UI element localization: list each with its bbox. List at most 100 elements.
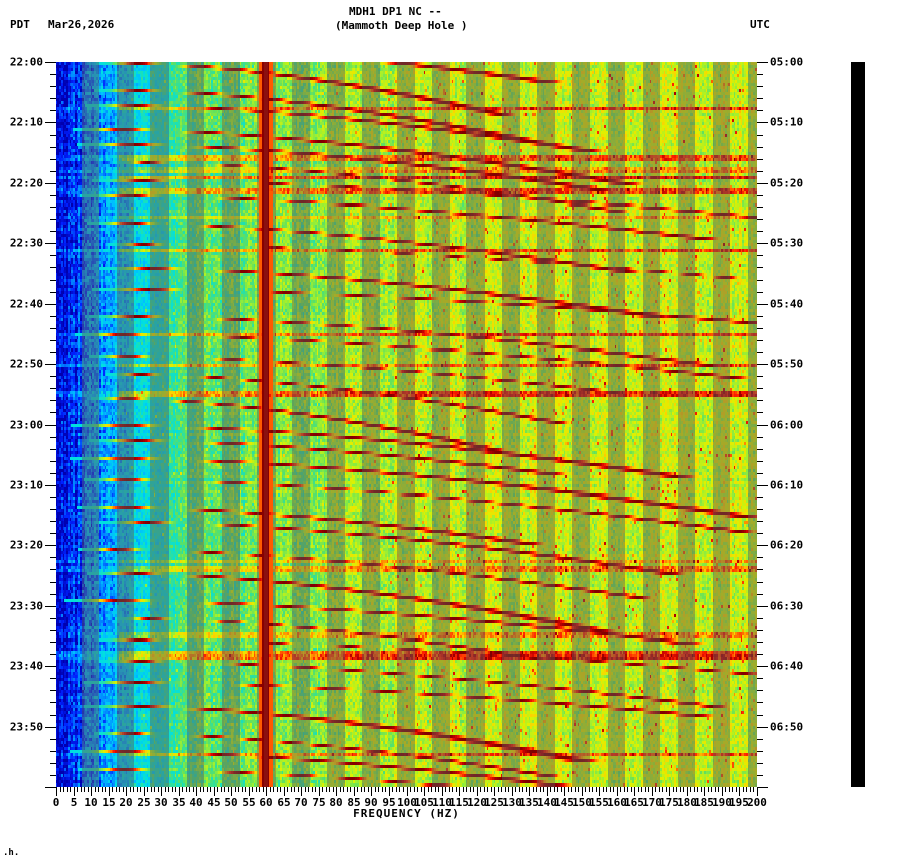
axis-tick bbox=[589, 787, 590, 792]
axis-tick bbox=[757, 654, 763, 655]
axis-tick bbox=[512, 787, 513, 796]
axis-tick bbox=[757, 702, 763, 703]
axis-tick bbox=[757, 775, 763, 776]
frequency-axis-label: 40 bbox=[189, 796, 203, 809]
frequency-axis-label: 30 bbox=[154, 796, 168, 809]
axis-tick bbox=[182, 787, 183, 792]
frequency-axis-label: 25 bbox=[137, 796, 151, 809]
axis-tick bbox=[333, 787, 334, 792]
axis-tick bbox=[438, 787, 439, 792]
local-time-axis-label: 23:40 bbox=[9, 659, 43, 673]
axis-tick bbox=[697, 787, 698, 792]
axis-tick bbox=[547, 787, 548, 796]
axis-tick bbox=[231, 787, 232, 796]
axis-tick bbox=[718, 787, 719, 792]
axis-tick bbox=[50, 207, 56, 208]
axis-tick bbox=[711, 787, 712, 792]
axis-tick bbox=[50, 147, 56, 148]
axis-tick bbox=[50, 280, 56, 281]
axis-tick bbox=[112, 787, 113, 792]
axis-tick bbox=[487, 787, 488, 792]
utc-time-axis-label: 05:40 bbox=[770, 297, 804, 311]
frequency-axis-label: 65 bbox=[277, 796, 291, 809]
local-time-axis-label: 23:10 bbox=[9, 478, 43, 492]
axis-tick bbox=[50, 594, 56, 595]
axis-tick bbox=[757, 666, 768, 667]
axis-tick bbox=[45, 183, 56, 184]
axis-tick bbox=[757, 147, 763, 148]
axis-tick bbox=[606, 787, 607, 792]
axis-tick bbox=[50, 292, 56, 293]
axis-tick bbox=[757, 74, 763, 75]
axis-tick bbox=[50, 569, 56, 570]
axis-tick bbox=[641, 787, 642, 792]
axis-tick bbox=[70, 787, 71, 792]
axis-tick bbox=[301, 787, 302, 796]
axis-tick bbox=[252, 787, 253, 792]
axis-tick bbox=[50, 231, 56, 232]
axis-tick bbox=[529, 787, 530, 796]
axis-tick bbox=[249, 787, 250, 796]
axis-tick bbox=[179, 787, 180, 796]
frequency-axis-label: 185 bbox=[694, 796, 714, 809]
axis-tick bbox=[50, 461, 56, 462]
axis-tick bbox=[50, 642, 56, 643]
axis-tick bbox=[757, 231, 763, 232]
axis-tick bbox=[45, 62, 56, 63]
frequency-axis-label: 140 bbox=[537, 796, 557, 809]
frequency-axis-label: 130 bbox=[502, 796, 522, 809]
axis-tick bbox=[256, 787, 257, 792]
axis-tick bbox=[526, 787, 527, 792]
axis-tick bbox=[95, 787, 96, 792]
axis-tick bbox=[347, 787, 348, 792]
frequency-axis-title: FREQUENCY (HZ) bbox=[353, 807, 460, 820]
axis-tick bbox=[470, 787, 471, 792]
axis-tick bbox=[385, 787, 386, 792]
axis-tick bbox=[45, 304, 56, 305]
axis-tick bbox=[50, 449, 56, 450]
frequency-axis-label: 5 bbox=[70, 796, 78, 809]
axis-tick bbox=[753, 787, 754, 792]
axis-tick bbox=[757, 304, 768, 305]
axis-tick bbox=[596, 787, 597, 792]
axis-tick bbox=[669, 787, 670, 796]
axis-tick bbox=[50, 340, 56, 341]
time-axis-local: 22:00 22:10 22:20 22:30 22:40 22:50 23:00 23:10… bbox=[0, 56, 56, 788]
frequency-axis-label: 190 bbox=[712, 796, 732, 809]
frequency-axis-label: 165 bbox=[624, 796, 644, 809]
axis-tick bbox=[757, 787, 758, 796]
axis-tick bbox=[494, 787, 495, 796]
axis-tick bbox=[287, 787, 288, 792]
axis-tick bbox=[648, 787, 649, 792]
header-utc-timezone: UTC bbox=[750, 18, 770, 31]
axis-tick bbox=[757, 594, 763, 595]
axis-tick bbox=[203, 787, 204, 792]
axis-tick bbox=[655, 787, 656, 792]
axis-tick bbox=[757, 86, 763, 87]
axis-tick bbox=[746, 787, 747, 792]
axis-tick bbox=[757, 690, 763, 691]
axis-tick bbox=[221, 787, 222, 792]
axis-tick bbox=[757, 533, 763, 534]
axis-tick bbox=[277, 787, 278, 792]
frequency-axis-label: 85 bbox=[347, 796, 361, 809]
local-time-axis-label: 23:00 bbox=[9, 418, 43, 432]
axis-tick bbox=[757, 473, 763, 474]
axis-tick bbox=[757, 110, 763, 111]
axis-tick bbox=[442, 787, 443, 796]
axis-tick bbox=[757, 715, 763, 716]
axis-tick bbox=[294, 787, 295, 792]
axis-tick bbox=[757, 135, 763, 136]
axis-tick bbox=[144, 787, 145, 796]
axis-tick bbox=[473, 787, 474, 792]
axis-tick bbox=[533, 787, 534, 792]
axis-tick bbox=[50, 74, 56, 75]
axis-tick bbox=[50, 110, 56, 111]
axis-tick bbox=[308, 787, 309, 792]
axis-tick bbox=[172, 787, 173, 792]
axis-tick bbox=[610, 787, 611, 792]
axis-tick bbox=[410, 787, 411, 792]
axis-tick bbox=[568, 787, 569, 792]
axis-tick bbox=[732, 787, 733, 792]
axis-tick bbox=[638, 787, 639, 792]
